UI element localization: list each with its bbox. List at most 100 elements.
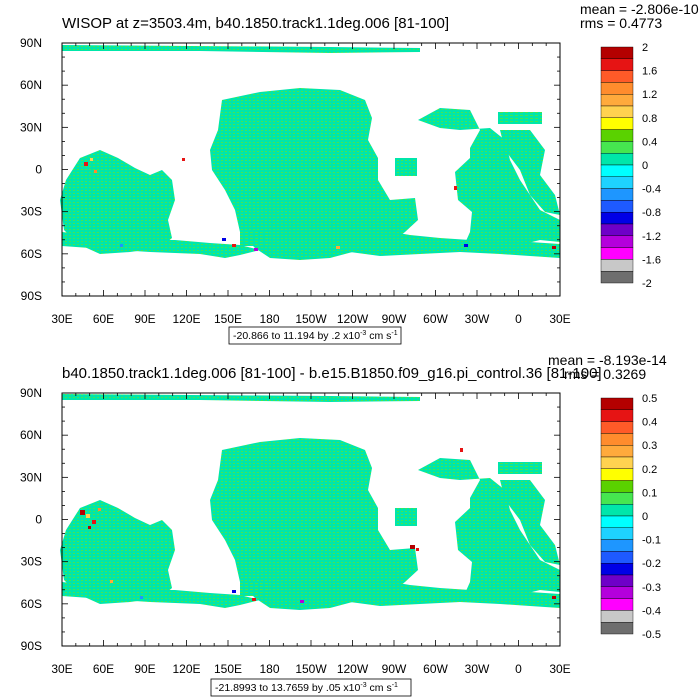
colorbar-swatch (600, 515, 634, 529)
colorbar-label: -0.2 (642, 558, 661, 570)
colorbar-swatch (600, 610, 634, 623)
ocean-arctic (62, 394, 420, 402)
y-tick-label: 90S (21, 289, 42, 303)
y-tick-label: 30N (20, 470, 42, 484)
colorbar-label: 0.2 (642, 464, 657, 476)
ocean-southern (62, 582, 260, 608)
y-tick-label: 0 (35, 513, 42, 527)
y-tick-label: 60N (20, 428, 42, 442)
ocean-southern (62, 232, 260, 258)
svg-text:-20.866 to 11.194 by .2 x10-3: -20.866 to 11.194 by .2 x10-3 cm s-1 (233, 330, 398, 342)
x-tick-label: 150W (295, 312, 327, 326)
x-tick-label: 90E (134, 312, 155, 326)
colorbar-swatch (600, 445, 634, 458)
colorbar-label: -0.3 (642, 582, 661, 594)
y-tick-label: 60S (21, 247, 42, 261)
panel-2-speckles (80, 448, 556, 603)
colorbar-swatch (600, 539, 634, 552)
ocean-mediterranean (498, 462, 542, 474)
x-tick-label: 180 (259, 312, 279, 326)
panel-2-map (60, 392, 561, 647)
colorbar-swatch (600, 247, 634, 260)
x-tick-label: 60W (423, 312, 448, 326)
colorbar-label: -2 (642, 278, 652, 290)
colorbar-swatch (600, 46, 634, 60)
svg-text:-21.8993 to 13.7659 by .05 x10: -21.8993 to 13.7659 by .05 x10-3 cm s-1 (215, 682, 398, 694)
colorbar-swatch (600, 141, 634, 154)
x-tick-label: 30W (465, 312, 490, 326)
panel-2-contour-prefix: -21.8993 to 13.7659 by .05 x10 (215, 682, 361, 694)
panel-2-mean: mean = -8.193e-14 (548, 352, 667, 368)
colorbar-swatch (600, 235, 634, 248)
y-tick-label: 90S (21, 639, 42, 653)
ocean-ross (240, 232, 268, 246)
x-tick-label: 120W (337, 662, 369, 676)
colorbar-swatch (600, 586, 634, 599)
ocean-southern-east (320, 580, 560, 608)
panel-2-contour-exp: -3 (360, 682, 366, 689)
colorbar-label: -0.5 (642, 629, 661, 641)
colorbar-swatch (600, 551, 634, 564)
panel-2: b40.1850.track1.1deg.006 [81-100] - b.e1… (20, 352, 667, 697)
panel-1-contour-units: cm s (366, 330, 391, 342)
x-tick-label: 0 (515, 662, 522, 676)
colorbar-label: 0 (642, 511, 648, 523)
colorbar-swatch (600, 271, 634, 284)
y-tick-label: 60N (20, 78, 42, 92)
colorbar-swatch (600, 504, 634, 517)
panel-2-contour-units-exp: -1 (392, 682, 398, 689)
colorbar-label: 2 (642, 42, 648, 54)
colorbar-swatch (600, 152, 634, 166)
x-tick-label: 90W (382, 312, 407, 326)
colorbar-swatch (600, 527, 634, 540)
panel-2-rms: rms = 0.3269 (564, 366, 646, 382)
colorbar-swatch (600, 176, 634, 189)
panel-1-y-axis: 90N 60N 30N 0 30S 60S 90S (20, 36, 560, 303)
colorbar-swatch (600, 117, 634, 130)
x-tick-label: 180 (259, 662, 279, 676)
colorbar-swatch (600, 456, 634, 470)
colorbar-swatch (600, 93, 634, 107)
panel-2-x-axis: 30E 60E 90E 120E 150E 180 150W 120W 90W 60W 30W 0 30… (51, 393, 571, 676)
x-tick-label: 60E (93, 662, 114, 676)
panel-1-contour-exp: -3 (360, 330, 366, 337)
y-tick-label: 60S (21, 597, 42, 611)
x-tick-label: 60E (93, 312, 114, 326)
x-tick-label: 150E (214, 312, 242, 326)
x-tick-label: 30E (51, 662, 72, 676)
ocean-atlantic (418, 108, 560, 250)
x-tick-label: 120W (337, 312, 369, 326)
panel-2-colorbar: 0.5 0.4 0.3 0.2 0.1 0 -0.1 -0.2 -0.3 -0.4 -0.5 (600, 393, 661, 641)
y-tick-label: 30S (21, 205, 42, 219)
colorbar-swatch (600, 397, 634, 411)
ocean-southern-east (320, 230, 560, 258)
colorbar-swatch (600, 598, 634, 611)
x-tick-label: 120E (172, 312, 200, 326)
ocean-atlantic (418, 458, 560, 600)
ocean-gulf (395, 508, 417, 526)
panel-1-speckles (84, 158, 556, 251)
x-tick-label: 150E (214, 662, 242, 676)
panel-2-contour-info: -21.8993 to 13.7659 by .05 x10-3 cm s-1 (210, 678, 412, 697)
y-tick-label: 90N (20, 36, 42, 50)
ocean-pacific (210, 438, 418, 610)
ocean-gulf (395, 158, 417, 176)
x-tick-label: 30E (51, 312, 72, 326)
colorbar-swatch (600, 105, 634, 119)
x-tick-label: 120E (172, 662, 200, 676)
colorbar-swatch (600, 70, 634, 83)
colorbar-swatch (600, 622, 634, 635)
panel-1-ocean-field (60, 45, 560, 260)
panel-1-rms: rms = 0.4773 (580, 15, 662, 31)
colorbar-label: 1.6 (642, 66, 657, 78)
colorbar-swatch (600, 468, 634, 481)
colorbar-label: 1.2 (642, 89, 657, 101)
panel-1-mean: mean = -2.806e-10 (580, 1, 699, 17)
x-tick-label: 60W (423, 662, 448, 676)
colorbar-swatch (600, 574, 634, 588)
colorbar-label: 0.4 (642, 136, 657, 148)
panel-2-contour-units: cm s (367, 682, 392, 694)
colorbar-label: 0.1 (642, 487, 657, 499)
ocean-mediterranean (498, 112, 542, 124)
